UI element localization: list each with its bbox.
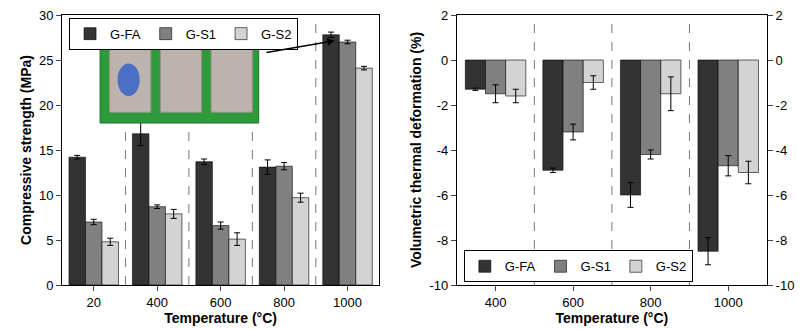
svg-text:1000: 1000 xyxy=(714,295,743,310)
svg-text:30: 30 xyxy=(39,8,53,23)
svg-text:Volumetric thermal deformation: Volumetric thermal deformation (%) xyxy=(408,32,424,268)
svg-text:20: 20 xyxy=(39,98,53,113)
svg-text:G-S2: G-S2 xyxy=(656,259,686,274)
svg-text:800: 800 xyxy=(640,295,662,310)
svg-text:G-FA: G-FA xyxy=(110,27,141,42)
svg-text:-2: -2 xyxy=(437,98,449,113)
svg-text:10: 10 xyxy=(39,188,53,203)
svg-text:-6: -6 xyxy=(437,188,449,203)
svg-text:-10: -10 xyxy=(776,278,795,293)
svg-text:G-S1: G-S1 xyxy=(581,259,611,274)
svg-text:-2: -2 xyxy=(776,98,788,113)
svg-text:400: 400 xyxy=(146,295,168,310)
svg-text:2: 2 xyxy=(441,8,448,23)
svg-text:15: 15 xyxy=(39,143,53,158)
svg-text:400: 400 xyxy=(485,295,507,310)
svg-text:Temperature (°C): Temperature (°C) xyxy=(164,310,277,326)
svg-text:G-FA: G-FA xyxy=(505,259,536,274)
svg-text:0: 0 xyxy=(46,278,53,293)
svg-text:800: 800 xyxy=(273,295,295,310)
svg-text:1000: 1000 xyxy=(333,295,362,310)
svg-text:0: 0 xyxy=(776,53,783,68)
svg-text:25: 25 xyxy=(39,53,53,68)
svg-text:-10: -10 xyxy=(429,278,448,293)
svg-text:0: 0 xyxy=(441,53,448,68)
svg-text:-4: -4 xyxy=(776,143,788,158)
svg-text:G-S1: G-S1 xyxy=(186,27,216,42)
svg-text:600: 600 xyxy=(210,295,232,310)
svg-text:Compressive strength (MPa): Compressive strength (MPa) xyxy=(18,55,34,245)
svg-text:-8: -8 xyxy=(437,233,449,248)
svg-text:2: 2 xyxy=(776,8,783,23)
svg-text:-4: -4 xyxy=(437,143,449,158)
svg-text:G-S2: G-S2 xyxy=(261,27,291,42)
svg-text:-8: -8 xyxy=(776,233,788,248)
svg-text:-6: -6 xyxy=(776,188,788,203)
svg-text:600: 600 xyxy=(562,295,584,310)
svg-text:20: 20 xyxy=(86,295,100,310)
svg-text:5: 5 xyxy=(46,233,53,248)
svg-text:Temperature (°C): Temperature (°C) xyxy=(556,310,669,326)
